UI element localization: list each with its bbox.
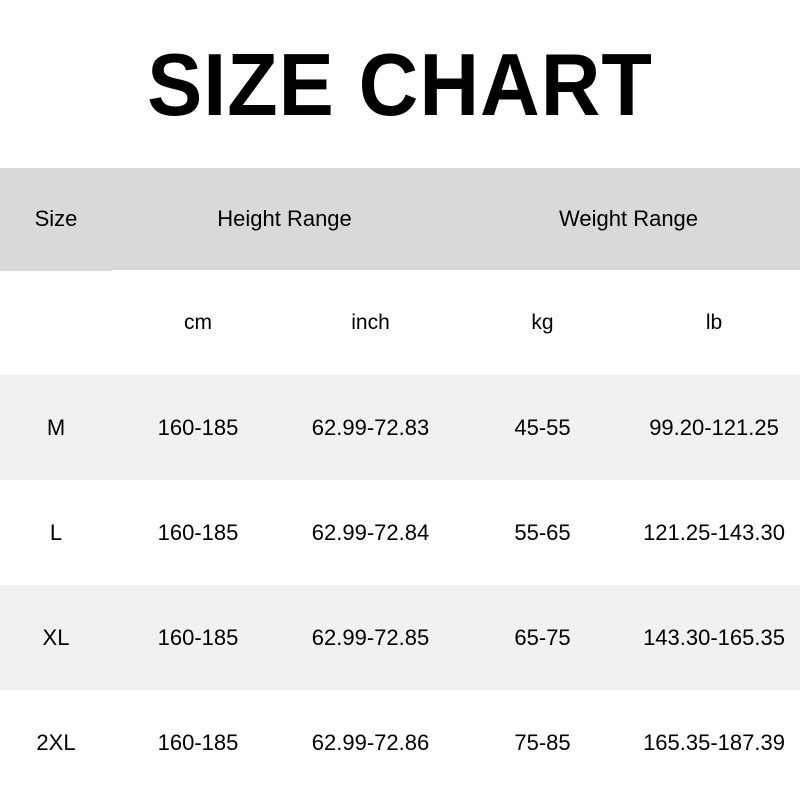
cell-weight-lb: 165.35-187.39 (628, 690, 800, 795)
table-row: L 160-185 62.99-72.84 55-65 121.25-143.3… (0, 480, 800, 585)
size-header-cell-extension (0, 268, 112, 271)
size-chart-table: Size Height Range Weight Range cm inch k… (0, 168, 800, 795)
cell-weight-kg: 55-65 (457, 480, 629, 585)
cell-weight-kg: 65-75 (457, 585, 629, 690)
page-title-container: SIZE CHART (0, 0, 800, 168)
cell-size: XL (0, 585, 112, 690)
cell-weight-lb: 121.25-143.30 (628, 480, 800, 585)
cell-size: M (0, 375, 112, 480)
cell-height-inch: 62.99-72.84 (284, 480, 458, 585)
cell-weight-lb: 143.30-165.35 (628, 585, 800, 690)
column-header-unit-inch: inch (284, 270, 458, 375)
cell-height-inch: 62.99-72.85 (284, 585, 458, 690)
column-header-size: Size (0, 168, 112, 270)
page-title: SIZE CHART (147, 35, 653, 134)
column-header-unit-cm: cm (112, 270, 284, 375)
table-row: M 160-185 62.99-72.83 45-55 99.20-121.25 (0, 375, 800, 480)
column-header-size-unit-blank (0, 270, 112, 375)
cell-weight-lb: 99.20-121.25 (628, 375, 800, 480)
column-header-weight-range: Weight Range (457, 168, 800, 270)
cell-height-inch: 62.99-72.83 (284, 375, 458, 480)
table-header-group-row: Size Height Range Weight Range (0, 168, 800, 270)
table-header-units-row: cm inch kg lb (0, 270, 800, 375)
column-header-unit-kg: kg (457, 270, 629, 375)
table-body: M 160-185 62.99-72.83 45-55 99.20-121.25… (0, 375, 800, 795)
cell-weight-kg: 75-85 (457, 690, 629, 795)
cell-height-cm: 160-185 (112, 480, 284, 585)
cell-weight-kg: 45-55 (457, 375, 629, 480)
table-row: XL 160-185 62.99-72.85 65-75 143.30-165.… (0, 585, 800, 690)
table-row: 2XL 160-185 62.99-72.86 75-85 165.35-187… (0, 690, 800, 795)
column-header-height-range: Height Range (112, 168, 458, 270)
column-header-unit-lb: lb (628, 270, 800, 375)
cell-height-cm: 160-185 (112, 690, 284, 795)
table-header: Size Height Range Weight Range cm inch k… (0, 168, 800, 375)
cell-size: L (0, 480, 112, 585)
cell-size: 2XL (0, 690, 112, 795)
cell-height-inch: 62.99-72.86 (284, 690, 458, 795)
cell-height-cm: 160-185 (112, 585, 284, 690)
cell-height-cm: 160-185 (112, 375, 284, 480)
